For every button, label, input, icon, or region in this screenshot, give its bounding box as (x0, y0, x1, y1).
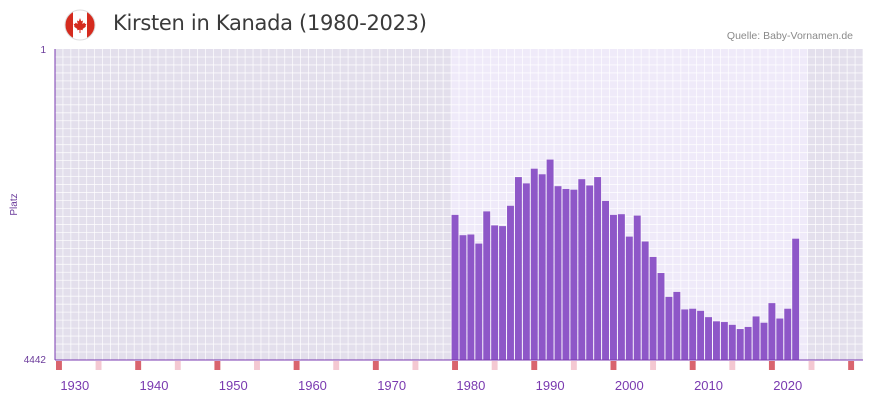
bar-1994[interactable] (578, 179, 586, 360)
decade-marker (372, 361, 379, 370)
y-axis-label: Platz (9, 193, 20, 215)
bar-1988[interactable] (530, 168, 538, 360)
decade-marker (135, 361, 142, 370)
bar-1998[interactable] (610, 214, 617, 360)
bar-1995[interactable] (586, 185, 594, 360)
bar-2016[interactable] (752, 316, 760, 360)
decade-marker (610, 361, 617, 370)
half-decade-marker (808, 361, 815, 370)
bar-2011[interactable] (712, 321, 720, 360)
bar-1999[interactable] (617, 214, 625, 360)
bar-2017[interactable] (760, 322, 768, 360)
decade-marker (689, 361, 696, 370)
bar-1986[interactable] (514, 177, 522, 360)
bar-1982[interactable] (483, 211, 491, 360)
half-decade-marker (491, 361, 498, 370)
x-tick-label: 2010 (694, 378, 723, 393)
bar-2008[interactable] (689, 308, 697, 360)
decade-marker (848, 361, 855, 370)
bar-2012[interactable] (720, 322, 728, 360)
bar-2006[interactable] (673, 291, 681, 360)
bar-1992[interactable] (562, 188, 570, 360)
bar-1985[interactable] (507, 205, 514, 360)
decade-marker (56, 361, 62, 370)
x-tick-label: 1940 (140, 378, 169, 393)
bar-2014[interactable] (736, 329, 744, 360)
bar-2019[interactable] (776, 318, 784, 360)
decade-marker (531, 361, 538, 370)
bar-2015[interactable] (744, 326, 752, 360)
half-decade-marker (254, 361, 260, 370)
bar-1991[interactable] (554, 186, 562, 360)
bar-1993[interactable] (570, 189, 578, 360)
decade-marker (293, 361, 300, 370)
x-tick-label: 2020 (773, 378, 802, 393)
bar-1980[interactable] (467, 234, 475, 360)
half-decade-marker (412, 361, 419, 370)
half-decade-marker (570, 361, 577, 370)
bar-2013[interactable] (728, 324, 736, 360)
bar-1987[interactable] (522, 183, 530, 360)
bar-1989[interactable] (538, 174, 546, 360)
bar-1979[interactable] (459, 235, 467, 360)
canada-flag-icon (64, 9, 96, 41)
bar-1997[interactable] (602, 200, 610, 360)
x-tick-label: 1980 (456, 378, 485, 393)
x-tick-label: 1950 (219, 378, 248, 393)
half-decade-marker (333, 361, 340, 370)
bar-1981[interactable] (475, 243, 483, 360)
bar-2002[interactable] (641, 241, 649, 360)
half-decade-marker (174, 361, 181, 370)
bar-2020[interactable] (784, 308, 792, 360)
half-decade-marker (650, 361, 657, 370)
x-tick-label: 1990 (536, 378, 565, 393)
bar-2018[interactable] (768, 303, 776, 360)
half-decade-marker (95, 361, 102, 370)
x-tick-label: 2000 (615, 378, 644, 393)
bar-2004[interactable] (657, 273, 665, 360)
bar-2009[interactable] (697, 310, 705, 360)
y-tick-label: 1 (40, 45, 46, 56)
bar-1990[interactable] (546, 159, 554, 360)
bar-1978[interactable] (451, 214, 459, 360)
bar-2001[interactable] (633, 215, 641, 360)
bar-2000[interactable] (625, 236, 633, 360)
bar-1984[interactable] (499, 226, 507, 360)
bar-2005[interactable] (665, 296, 673, 360)
source-link[interactable]: Quelle: Baby-Vornamen.de (726, 30, 853, 42)
bar-1996[interactable] (594, 177, 602, 360)
decade-marker (452, 361, 458, 370)
chart-title: Kirsten in Kanada (1980-2023) (113, 11, 427, 35)
x-tick-label: 1970 (377, 378, 406, 393)
bar-1983[interactable] (491, 225, 499, 360)
bar-2010[interactable] (705, 317, 712, 360)
y-tick-label: 4442 (24, 355, 47, 366)
bar-2021[interactable] (792, 238, 800, 360)
x-tick-label: 1960 (298, 378, 327, 393)
bar-2007[interactable] (681, 309, 689, 360)
decade-marker (768, 361, 775, 370)
decade-marker (214, 361, 221, 370)
x-tick-label: 1930 (60, 378, 89, 393)
bar-2003[interactable] (649, 256, 657, 360)
half-decade-marker (729, 361, 736, 370)
